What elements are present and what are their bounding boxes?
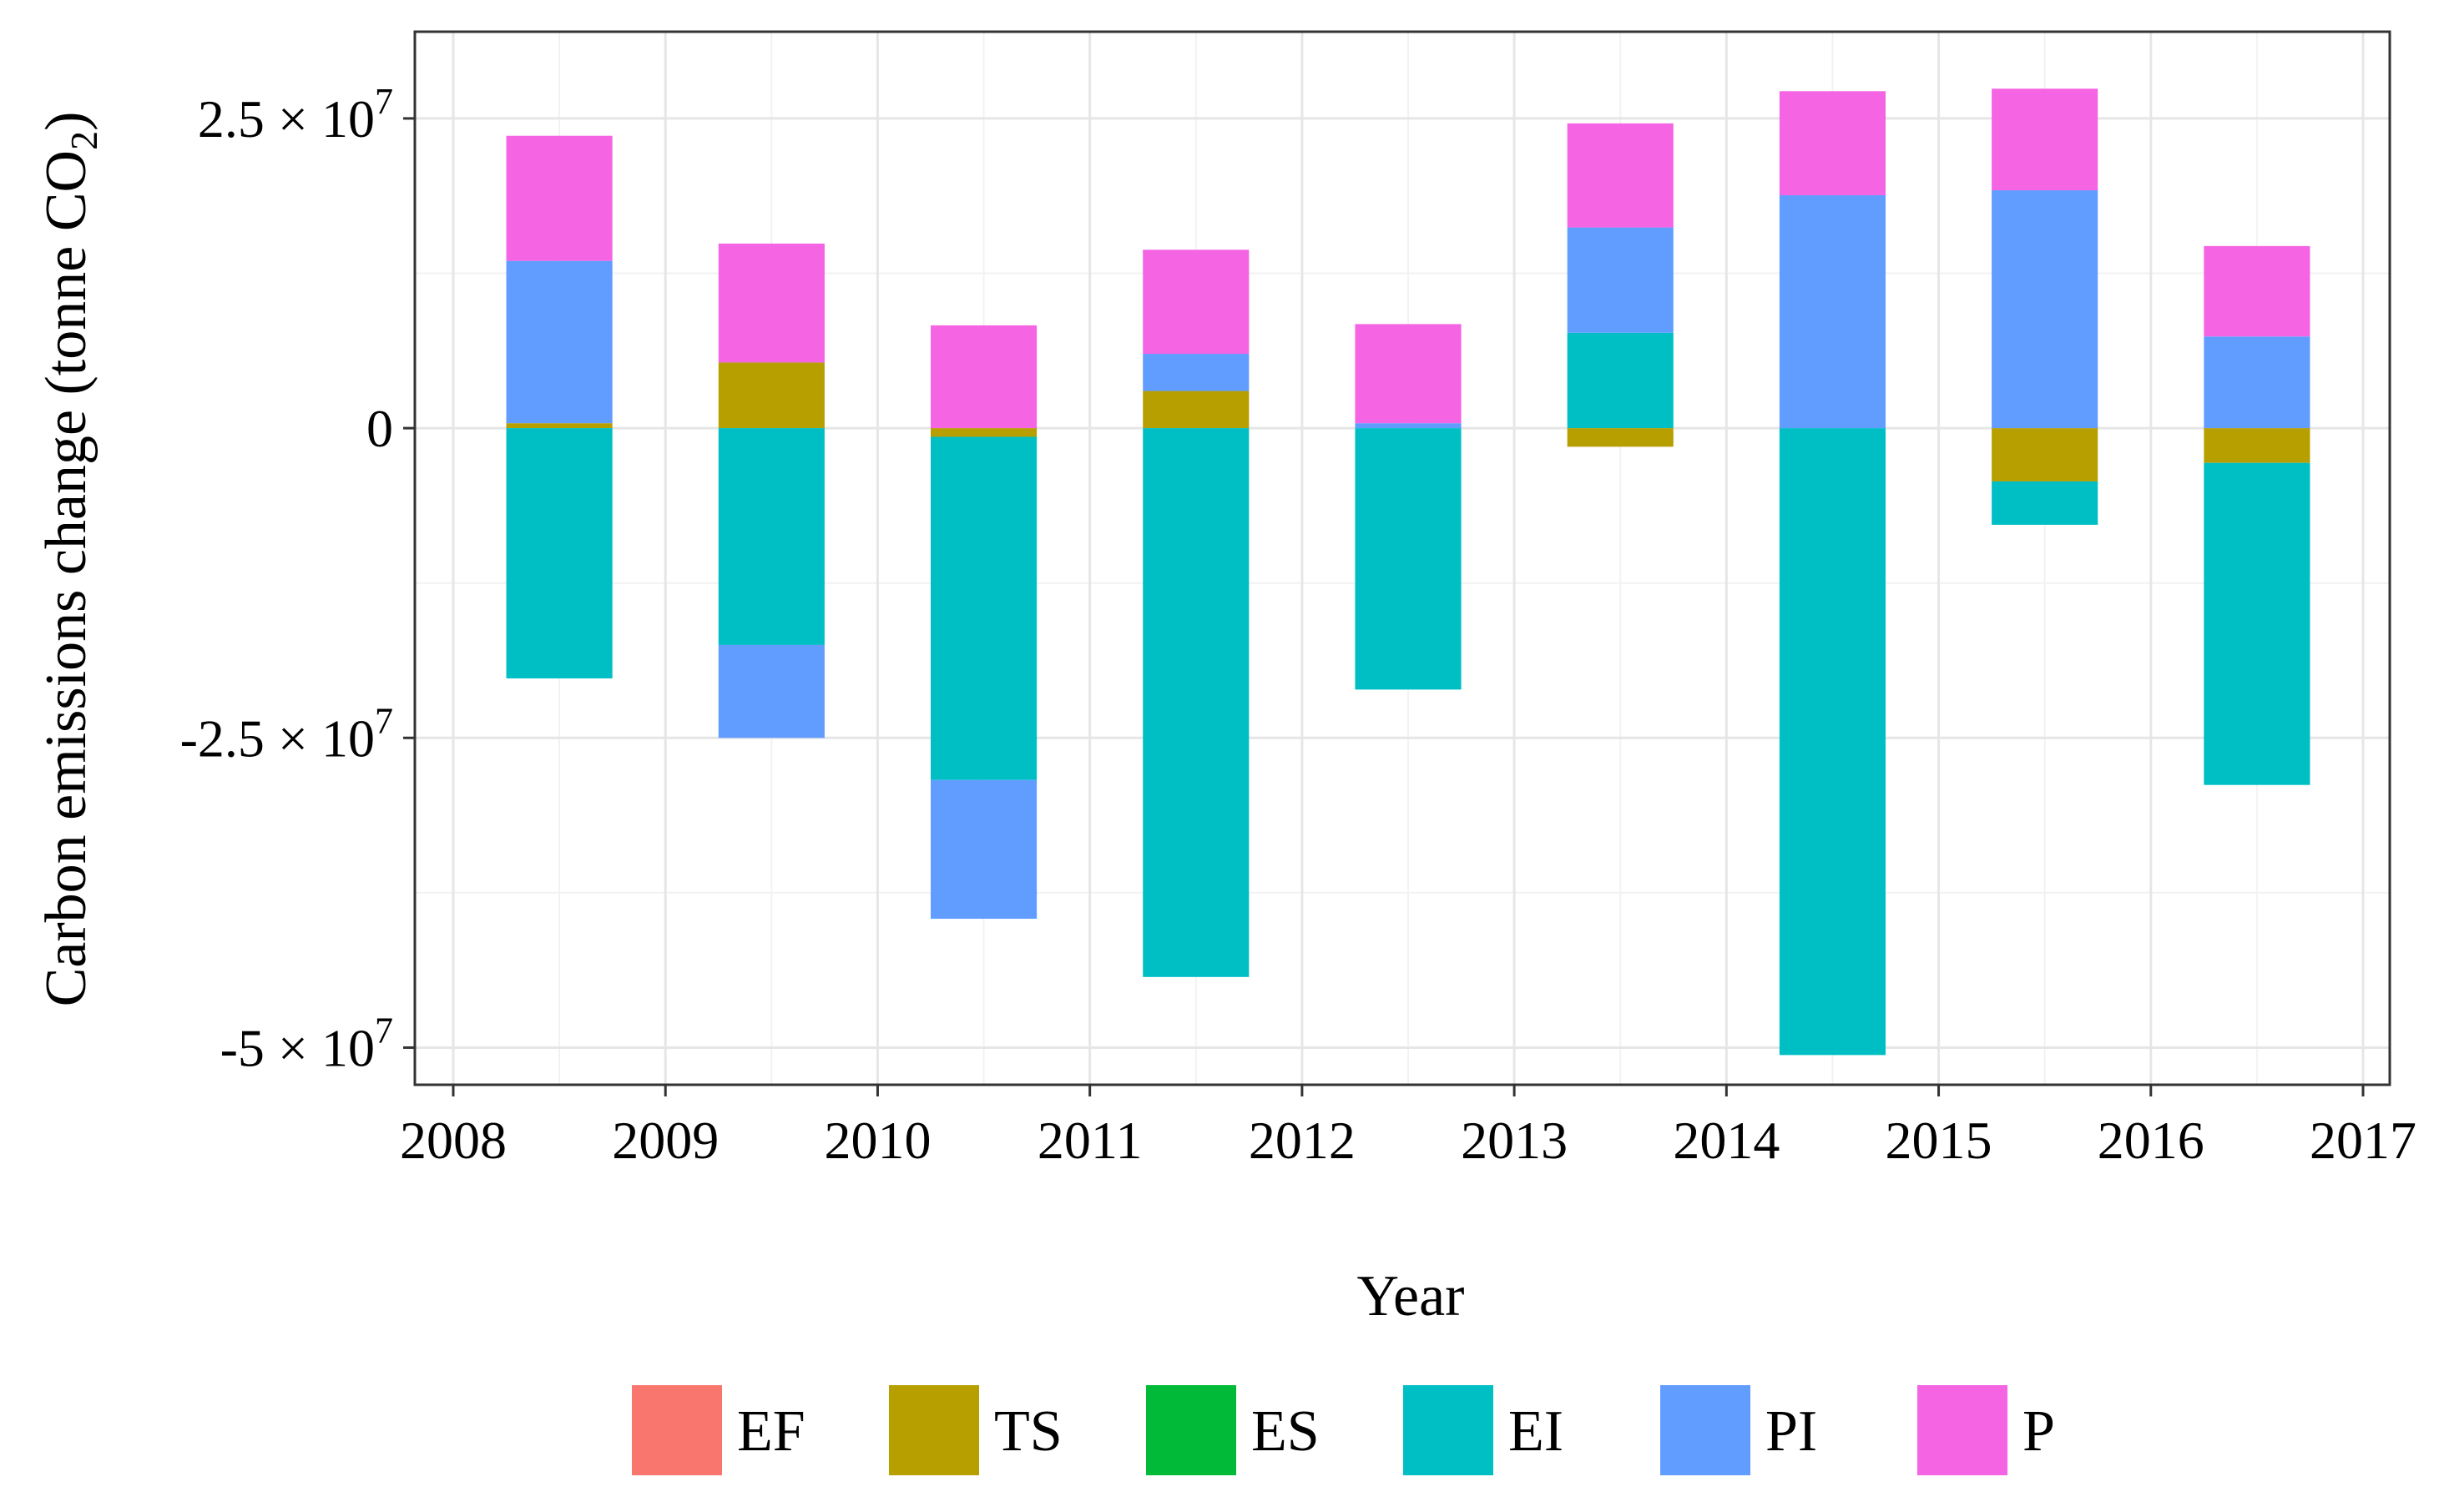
bar-PI-2010 (931, 779, 1038, 920)
legend: EF TS ES EI PI P (632, 1385, 2055, 1475)
bar-P-2012 (1355, 324, 1462, 424)
bar-TS-2015 (1992, 428, 2098, 481)
bar-P-2010 (931, 325, 1038, 429)
bar-EI-2014 (1779, 428, 1886, 1056)
legend-label-EI: EI (1508, 1399, 1563, 1464)
x-tick-label-2010: 2010 (824, 1111, 931, 1170)
bar-TS-2008 (506, 423, 613, 429)
bar-PI-2009 (718, 644, 825, 738)
y-axis-title-main: Carbon emissions change (tonne CO (34, 150, 98, 1006)
bar-P-2016 (2204, 245, 2310, 337)
x-tick-label-2013: 2013 (1461, 1111, 1568, 1170)
bar-P-2013 (1567, 123, 1674, 228)
bar-TS-2011 (1143, 391, 1250, 429)
legend-label-PI: PI (1765, 1399, 1817, 1464)
bar-TS-2013 (1567, 428, 1674, 447)
bar-EI-2009 (718, 428, 825, 645)
legend-item-EF: EF (632, 1385, 805, 1475)
legend-item-PI: PI (1660, 1385, 1817, 1475)
y-tick-label: -2.5 × 107 (180, 700, 393, 768)
x-tick-label-2008: 2008 (400, 1111, 507, 1170)
x-tick-label-2017: 2017 (2310, 1111, 2416, 1170)
y-tick-label: -5 × 107 (220, 1010, 393, 1077)
bar-EI-2012 (1355, 428, 1462, 690)
bar-EI-2008 (506, 428, 613, 679)
legend-key-TS (889, 1385, 979, 1475)
bar-PI-2016 (2204, 336, 2310, 429)
bar-EI-2016 (2204, 462, 2310, 785)
bar-PI-2014 (1779, 194, 1886, 429)
bar-PI-2013 (1567, 227, 1674, 333)
bar-EI-2011 (1143, 428, 1250, 977)
bar-PI-2015 (1992, 190, 2098, 429)
x-tick-label-2011: 2011 (1038, 1111, 1143, 1170)
ticks-layer: 2008 2009 2010 2011 2012 2013 2014 2015 2016 2017… (180, 81, 2416, 1170)
bar-P-2011 (1143, 249, 1250, 355)
bar-P-2015 (1992, 88, 2098, 191)
legend-item-ES: ES (1146, 1385, 1320, 1475)
legend-key-PI (1660, 1385, 1750, 1475)
x-tick-label-2016: 2016 (2098, 1111, 2204, 1170)
x-tick-label-2009: 2009 (612, 1111, 719, 1170)
bar-TS-2009 (718, 362, 825, 429)
y-axis-title-close: ) (34, 112, 98, 131)
legend-item-EI: EI (1403, 1385, 1563, 1475)
legend-label-P: P (2022, 1399, 2055, 1464)
bar-PI-2012 (1355, 423, 1462, 429)
bar-PI-2008 (506, 260, 613, 424)
bar-EI-2015 (1992, 481, 2098, 525)
legend-label-EF: EF (737, 1399, 805, 1464)
bar-EI-2010 (931, 436, 1038, 780)
bar-EI-2013 (1567, 332, 1674, 429)
x-tick-label-2012: 2012 (1249, 1111, 1356, 1170)
y-axis-title-subscript: 2 (63, 131, 105, 150)
y-axis-title: Carbon emissions change (tonne CO2) (34, 112, 105, 1007)
legend-label-TS: TS (994, 1399, 1063, 1464)
bar-P-2009 (718, 243, 825, 363)
legend-key-EF (632, 1385, 722, 1475)
legend-item-TS: TS (889, 1385, 1063, 1475)
bar-P-2014 (1779, 91, 1886, 195)
legend-label-ES: ES (1251, 1399, 1320, 1464)
panel-border (413, 30, 2391, 1086)
x-tick-label-2015: 2015 (1886, 1111, 1992, 1170)
y-tick-label: 0 (366, 399, 393, 458)
bars-layer (506, 88, 2310, 1056)
x-tick-label-2014: 2014 (1673, 1111, 1780, 1170)
bar-PI-2011 (1143, 354, 1250, 391)
legend-item-P: P (1917, 1385, 2055, 1475)
bar-P-2008 (506, 135, 613, 261)
legend-key-EI (1403, 1385, 1493, 1475)
legend-key-P (1917, 1385, 2007, 1475)
legend-key-ES (1146, 1385, 1236, 1475)
bar-TS-2016 (2204, 428, 2310, 463)
x-axis-title: Year (1357, 1264, 1465, 1328)
y-tick-label: 2.5 × 107 (198, 81, 393, 149)
bar-TS-2010 (931, 428, 1038, 437)
frame-layer (413, 30, 2391, 1086)
